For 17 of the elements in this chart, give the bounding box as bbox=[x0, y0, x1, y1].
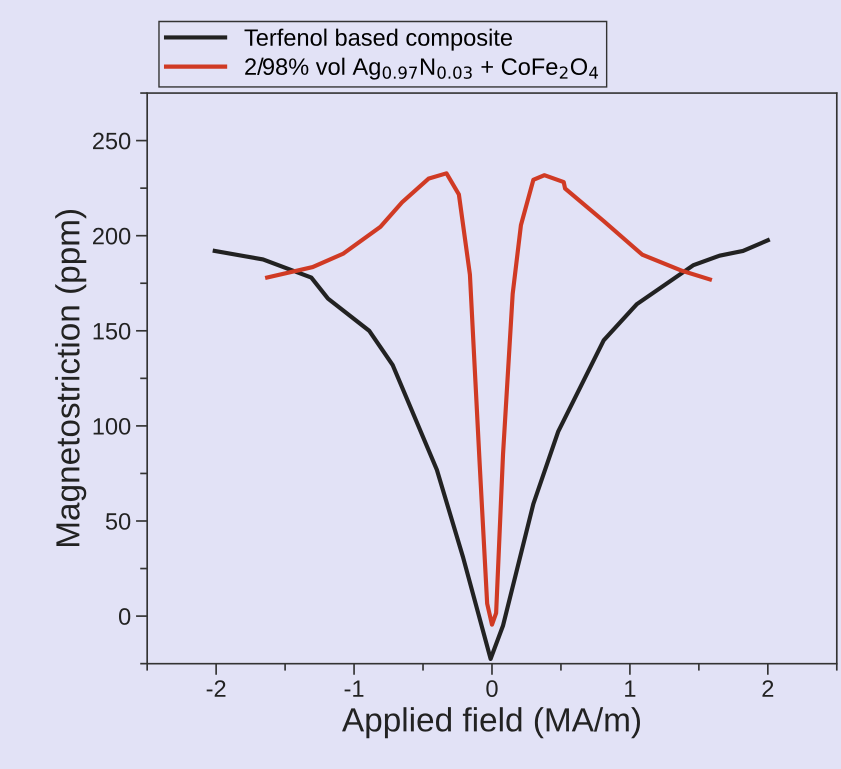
y-axis-title: Magnetostriction (ppm) bbox=[55, 210, 86, 546]
y-tick-label: 250 bbox=[93, 132, 130, 150]
x-tick-label: 2 bbox=[762, 680, 774, 697]
x-tick-label: 1 bbox=[625, 680, 636, 697]
x-axis-title: Applied field (MA/m) bbox=[342, 707, 640, 738]
line-series bbox=[265, 171, 712, 627]
legend-label: 2/98% vol Ag$_{0.97}$N$_{0.03}$ + CoFe$_{2}$O$_{4}$ bbox=[245, 58, 598, 80]
y-tick-label: 200 bbox=[93, 228, 130, 244]
y-tick-label: 0 bbox=[118, 608, 130, 625]
x-tick-label: -1 bbox=[344, 680, 364, 697]
y-tick-label: 100 bbox=[94, 418, 130, 435]
line-series bbox=[212, 238, 770, 661]
x-tick-label: -2 bbox=[206, 680, 226, 697]
y-tick-label: 50 bbox=[106, 513, 130, 530]
legend-label: Terfenol based composite bbox=[244, 28, 512, 51]
y-tick-label: 150 bbox=[94, 322, 130, 340]
x-tick-label: 0 bbox=[486, 680, 498, 697]
